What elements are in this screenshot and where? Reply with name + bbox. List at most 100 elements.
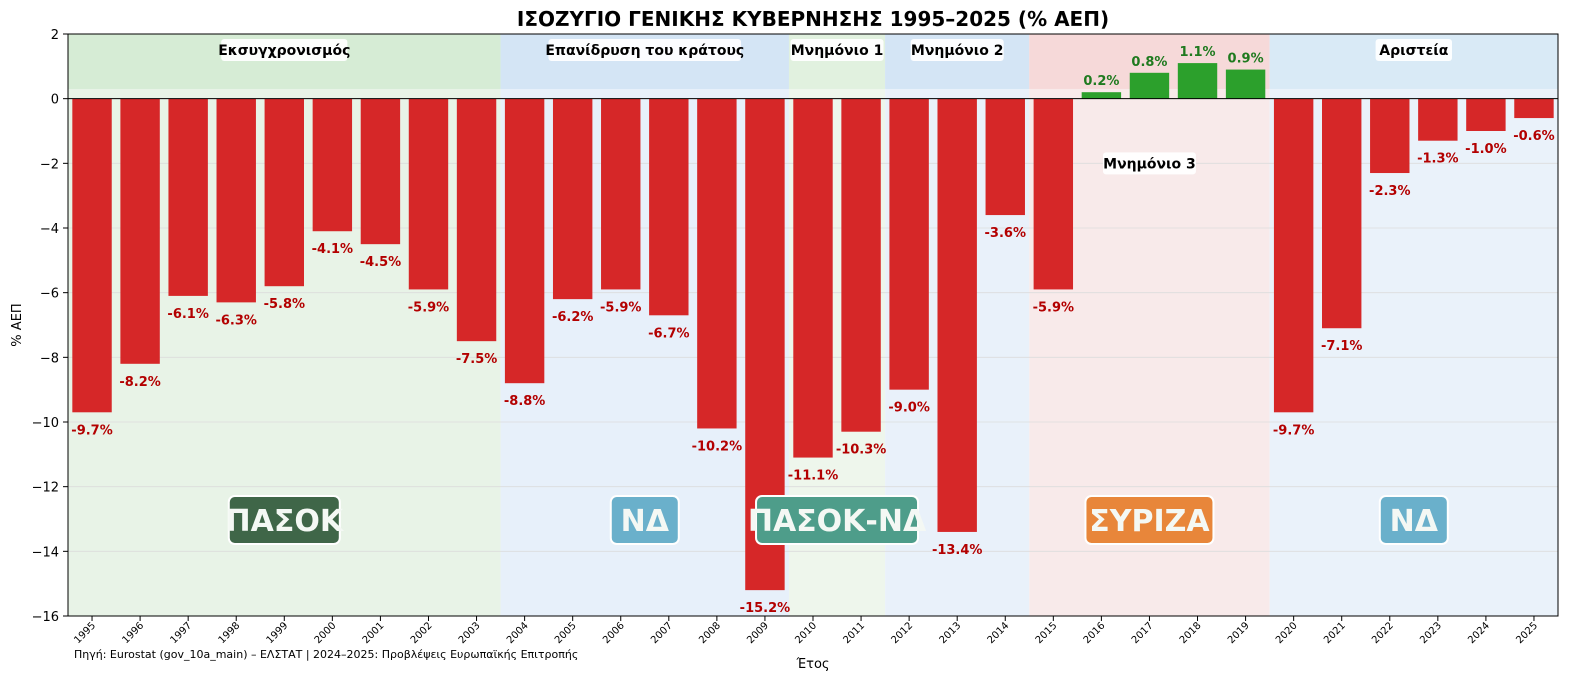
period-label-box-1	[548, 39, 742, 61]
x-tick-label-2020: 2020	[1274, 620, 1300, 646]
x-tick-label-1997: 1997	[169, 620, 195, 646]
x-tick-label-2017: 2017	[1130, 620, 1156, 646]
bar-1999	[264, 98, 304, 287]
data-label-2001: -4.5%	[360, 255, 401, 270]
data-label-2013: -13.4%	[932, 543, 983, 558]
x-tick-label-1995: 1995	[72, 620, 98, 646]
bar-2019	[1225, 69, 1266, 99]
bar-2013	[937, 98, 977, 532]
x-tick-label-2019: 2019	[1226, 620, 1252, 646]
bar-2006	[601, 98, 641, 290]
data-label-2021: -7.1%	[1321, 339, 1362, 354]
bar-2008	[697, 98, 737, 429]
bar-1996	[120, 98, 160, 364]
bar-2007	[649, 98, 689, 316]
bar-2021	[1322, 98, 1362, 329]
x-tick-label-2003: 2003	[457, 620, 483, 646]
party-badge-4	[1378, 495, 1449, 545]
x-tick-label-2009: 2009	[745, 620, 771, 646]
data-label-2016: 0.2%	[1083, 74, 1119, 89]
bar-2010	[793, 98, 833, 458]
party-badge-1	[609, 495, 680, 545]
data-label-2004: -8.8%	[504, 394, 545, 409]
x-tick-label-2012: 2012	[889, 620, 915, 646]
bar-1997	[168, 98, 208, 296]
party-badge-label-4: ΝΔ	[1390, 504, 1439, 539]
bar-2015	[1033, 98, 1074, 290]
data-label-2012: -9.0%	[888, 401, 929, 416]
x-tick-label-1996: 1996	[120, 620, 146, 646]
bar-2003	[456, 98, 497, 342]
data-label-2011: -10.3%	[836, 443, 887, 458]
period-labels: Εκσυγχρονισμός Επανίδρυση του κράτους Μνημ…	[218, 39, 1453, 175]
party-badge-3	[1084, 495, 1215, 545]
party-badges: ΠΑΣΟΚ ΝΔ ΠΑΣΟΚ-ΝΔ ΣΥΡΙΖΑ ΝΔ	[226, 495, 1449, 545]
x-tick-label-2025: 2025	[1514, 620, 1540, 646]
data-label-2017: 0.8%	[1131, 55, 1167, 70]
data-label-1998: -6.3%	[215, 313, 256, 328]
data-label-2009: -15.2%	[740, 601, 791, 616]
x-tick-label-2005: 2005	[553, 620, 579, 646]
data-label-2002: -5.9%	[408, 300, 449, 315]
y-tick-label: 0	[51, 93, 59, 108]
y-axis-label: % ΑΕΠ	[10, 303, 25, 346]
period-label-4: Μνημόνιο 3	[1103, 156, 1196, 172]
data-label-2019: 0.9%	[1228, 52, 1264, 67]
data-label-2025: -0.6%	[1513, 129, 1554, 144]
period-label-box-3	[910, 39, 1004, 61]
period-label-box-0	[221, 39, 348, 61]
y-tick-label: −4	[40, 222, 59, 237]
x-tick-label-2010: 2010	[793, 620, 819, 646]
x-tick-label-2004: 2004	[505, 620, 531, 646]
data-label-2015: -5.9%	[1033, 300, 1074, 315]
party-badge-label-1: ΝΔ	[621, 504, 670, 539]
x-tick-label-2002: 2002	[409, 620, 435, 646]
bar-2023	[1418, 98, 1458, 141]
x-tick-label-2008: 2008	[697, 620, 723, 646]
bars	[72, 63, 1554, 591]
party-badge-label-3: ΣΥΡΙΖΑ	[1089, 504, 1210, 539]
x-tick-label-2021: 2021	[1322, 620, 1348, 646]
period-label-5: Αριστεία	[1379, 43, 1448, 59]
source-footnote: Πηγή: Eurostat (gov_10a_main) – ΕΛΣΤΑΤ |…	[74, 648, 578, 661]
data-label-2023: -1.3%	[1417, 152, 1458, 167]
x-tick-label-2022: 2022	[1370, 620, 1396, 646]
y-tick-label: −8	[40, 351, 59, 366]
x-tick-label-2013: 2013	[938, 620, 964, 646]
bar-2016	[1081, 92, 1122, 99]
data-label-2007: -6.7%	[648, 326, 689, 341]
x-tick-label-2024: 2024	[1466, 620, 1492, 646]
data-label-1996: -8.2%	[119, 375, 160, 390]
period-label-1: Επανίδρυση του κράτους	[545, 43, 744, 59]
y-tick-label: −16	[32, 610, 59, 625]
period-label-box-4	[1102, 152, 1196, 175]
x-tick-label-2000: 2000	[313, 620, 339, 646]
period-label-2: Μνημόνιο 1	[791, 43, 884, 59]
y-tick-label: 2	[51, 28, 59, 43]
period-label-box-2	[790, 39, 884, 61]
bar-2001	[360, 98, 401, 245]
bar-2025	[1514, 98, 1554, 119]
bar-1998	[216, 98, 256, 303]
bar-2005	[552, 98, 593, 300]
bar-1995	[72, 98, 112, 413]
party-badge-0	[227, 495, 341, 545]
data-label-2006: -5.9%	[600, 300, 641, 315]
data-label-2024: -1.0%	[1465, 142, 1506, 157]
bar-2017	[1129, 72, 1170, 99]
x-tick-label-1998: 1998	[217, 620, 243, 646]
party-badge-label-0: ΠΑΣΟΚ	[226, 504, 345, 539]
period-label-box-5	[1375, 39, 1453, 61]
data-label-2018: 1.1%	[1179, 45, 1215, 60]
data-label-2005: -6.2%	[552, 310, 593, 325]
data-label-2000: -4.1%	[312, 242, 353, 257]
data-label-2020: -9.7%	[1273, 423, 1314, 438]
data-label-2010: -11.1%	[788, 469, 839, 484]
bar-2020	[1273, 98, 1314, 413]
y-tick-label: −6	[40, 287, 59, 302]
x-tick-label-2015: 2015	[1034, 620, 1060, 646]
x-axis-label: Έτος	[795, 657, 829, 672]
y-tick-label: −12	[32, 481, 59, 496]
x-tick-label-2018: 2018	[1178, 620, 1204, 646]
